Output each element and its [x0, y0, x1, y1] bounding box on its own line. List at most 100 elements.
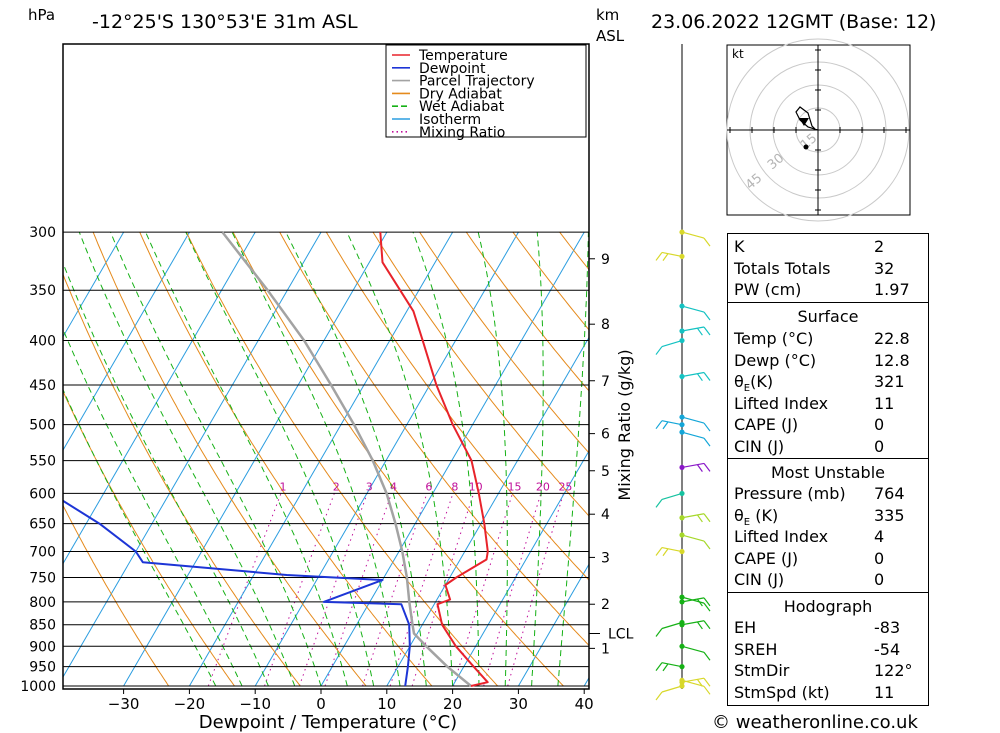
dry-adiabat-line [465, 231, 589, 392]
index-value: 335 [874, 505, 905, 525]
wind-barb [681, 534, 711, 550]
index-row: CAPE (J) 0 [734, 548, 922, 569]
legend-entry: Parcel Trajectory [419, 74, 535, 90]
index-row: CIN (J) 0 [734, 569, 922, 590]
dry-adiabat-line [372, 231, 589, 517]
wet-adiabat-line [412, 231, 480, 686]
pressure-tick-label: 450 [29, 378, 56, 394]
isotherm-line [63, 231, 190, 452]
isotherm-line [254, 231, 519, 687]
parcel-trajectory-line [221, 231, 472, 687]
barb-shaft [681, 371, 705, 378]
index-value: -83 [874, 618, 901, 637]
barb-feather [703, 597, 711, 607]
dry-adiabat-line [185, 231, 499, 687]
barb-shaft [681, 596, 705, 604]
mixing-ratio-label: 20 [536, 480, 550, 493]
wet-adiabat-line [346, 231, 454, 687]
legend-entry: Isotherm [419, 112, 481, 128]
barb-feather [696, 514, 703, 523]
index-value: 12.8 [874, 350, 910, 370]
pressure-tick-label: 300 [29, 225, 56, 241]
dry-adiabat-line [419, 231, 589, 454]
isotherm-line [517, 563, 589, 687]
barb-feather [703, 463, 711, 472]
isotherm-line [63, 231, 322, 679]
wind-barb [681, 326, 711, 336]
wind-barb [655, 492, 683, 508]
index-row: Dewp (°C) 12.8 [734, 350, 922, 371]
barb-feather [662, 548, 669, 557]
storm-motion-marker [799, 118, 809, 126]
barb-feather [703, 311, 711, 321]
wind-barb [681, 513, 711, 523]
barb-feather [655, 252, 663, 261]
barb-shaft [661, 339, 683, 348]
wind-barb [655, 621, 683, 637]
km-tick-label: 5 [601, 464, 610, 480]
index-key-symbol: θ [734, 372, 744, 391]
mixing-ratio-line [452, 493, 513, 687]
index-value: 321 [874, 372, 905, 391]
dry-adiabat-line [139, 231, 433, 687]
x-tick-label: −10 [239, 695, 271, 713]
dry-adiabat-line [979, 232, 1000, 686]
divider [728, 458, 928, 459]
km-tick-label: 1 [601, 641, 610, 657]
barb-shaft [681, 231, 705, 239]
isotherm-line [123, 231, 388, 687]
isotherm-line [63, 231, 256, 565]
index-value: 122° [874, 661, 913, 680]
barb-shaft [681, 462, 705, 468]
barb-shaft [661, 621, 683, 630]
dry-adiabat-line [325, 231, 589, 581]
wet-adiabat-line [78, 231, 296, 687]
barb-feather [696, 464, 703, 472]
index-key: Totals Totals [734, 258, 831, 278]
mixing-ratio-label: 2 [333, 480, 340, 493]
mixing-ratio-labels: 1 2 3 4 6 8 10 15 20 25 [280, 480, 573, 493]
index-value: 11 [874, 682, 895, 702]
wet-adiabat-line [285, 231, 427, 687]
pressure-tick-label: 600 [29, 486, 56, 502]
barb-shaft [681, 513, 705, 519]
barb-feather [703, 326, 711, 336]
barb-shaft [661, 251, 683, 258]
asl-unit-label: ASL [596, 27, 625, 45]
pressure-tick-label: 700 [29, 545, 56, 561]
dry-adiabat-line [232, 231, 564, 687]
index-row: PW (cm) 1.97 [734, 279, 922, 300]
indices-panel: K 2 Totals Totals 32 PW (cm) 1.97 Surface Tem… [727, 233, 929, 706]
barb-shaft [661, 492, 683, 500]
barb-feather [696, 621, 703, 630]
barb-shaft [661, 546, 683, 553]
pressure-tick-label: 500 [29, 418, 56, 434]
mixing-ratio-line [389, 493, 454, 687]
surface-heading: Surface [797, 307, 859, 326]
x-tick-label: −20 [174, 695, 206, 713]
isotherm-line [320, 231, 585, 687]
index-key: CAPE (J) [734, 548, 799, 568]
km-unit-label: km [596, 6, 619, 24]
pressure-tick-label: 950 [29, 660, 56, 676]
x-tick-label: 20 [443, 695, 462, 713]
index-key: StmDir [734, 661, 790, 680]
wind-barb [655, 420, 683, 430]
barb-feather [696, 373, 703, 382]
barb-feather [703, 651, 711, 661]
dry-adiabat-line [279, 231, 589, 647]
barb-feather [703, 422, 711, 432]
index-key: StmSpd (kt) [734, 682, 830, 702]
barb-shaft [681, 416, 705, 424]
km-tick-label: 2 [601, 597, 610, 613]
index-key: θE (K) [734, 505, 778, 533]
isotherm-line [188, 231, 454, 687]
barb-feather [703, 513, 711, 523]
index-row: θE (K) 335 [734, 505, 922, 528]
pressure-tick-label: 650 [29, 517, 56, 533]
x-tick-label: −30 [108, 695, 140, 713]
km-tick-label: 7 [601, 374, 610, 390]
